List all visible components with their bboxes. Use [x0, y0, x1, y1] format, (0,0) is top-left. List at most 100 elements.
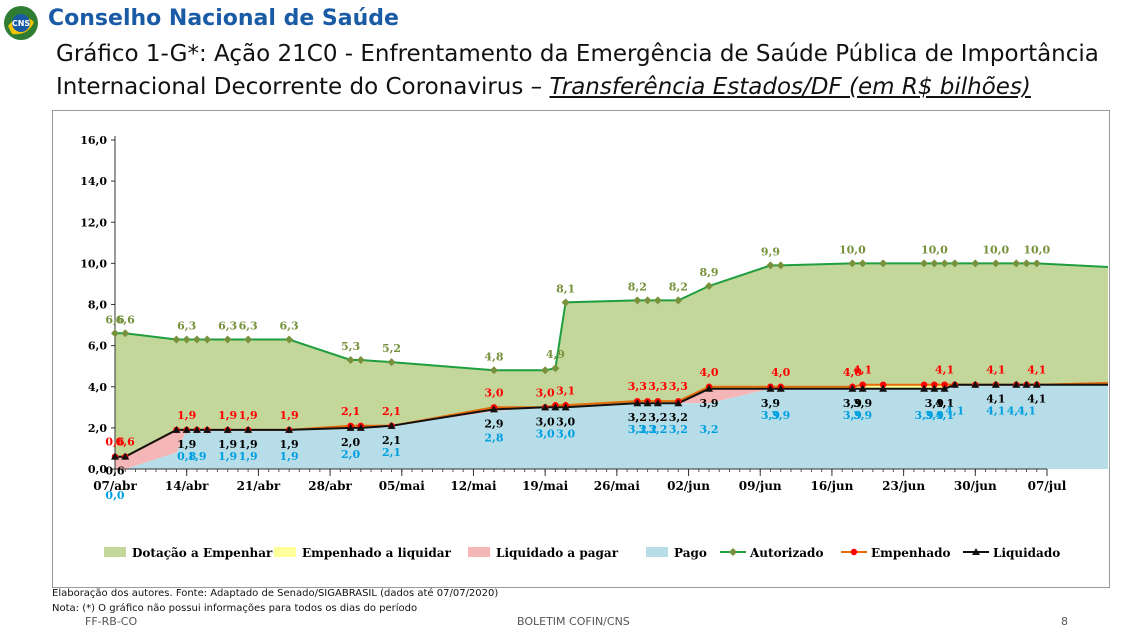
org-name: Conselho Nacional de Saúde — [48, 6, 399, 31]
marker-liquidado — [172, 425, 181, 433]
data-label-empenhado: 3,3 — [669, 380, 688, 393]
data-label-liquidado: 3,9 — [761, 397, 780, 410]
data-label-pago: 3,0 — [536, 427, 555, 440]
title-line-2-text: Internacional Decorrente do Coronavirus … — [56, 74, 550, 100]
data-label-liquidado: 2,0 — [341, 436, 360, 449]
legend-swatch — [468, 547, 490, 557]
marker-liquidado — [1022, 380, 1031, 388]
data-label-pago: 0,0 — [105, 489, 124, 502]
y-tick-label: 10,0 — [80, 257, 107, 270]
data-label-liquidado: 1,9 — [239, 438, 258, 451]
data-label-liquidado: 3,0 — [556, 415, 575, 428]
marker-liquidado — [551, 403, 560, 411]
x-tick-label: 26/mai — [594, 479, 641, 493]
marker-liquidado — [776, 384, 785, 392]
data-label-pago: 3,9 — [853, 409, 872, 422]
period-note: Nota: (*) O gráfico não possui informaçõ… — [52, 603, 418, 614]
marker-liquidado — [223, 425, 232, 433]
data-label-autorizado: 5,3 — [341, 340, 360, 353]
marker-autorizado — [387, 358, 396, 367]
marker-autorizado — [172, 335, 181, 344]
data-label-pago: 4,1 — [935, 409, 954, 422]
marker-autorizado — [776, 261, 785, 270]
data-label-autorizado: 8,2 — [628, 280, 647, 293]
data-label-pago: 4,1 — [1007, 405, 1026, 418]
marker-autorizado — [203, 335, 212, 344]
data-label-autorizado: 10,0 — [1023, 243, 1050, 256]
data-label-liquidado: 3,2 — [628, 411, 647, 424]
data-label-empenhado: 0,6 — [116, 436, 135, 449]
marker-autorizado — [356, 356, 365, 365]
marker-liquidado — [192, 425, 201, 433]
marker-liquidado — [121, 452, 130, 460]
marker-autorizado — [643, 296, 652, 305]
marker-empenhado — [879, 381, 887, 388]
data-label-empenhado: 3,1 — [556, 384, 575, 397]
x-tick-label: 12/mai — [450, 479, 497, 493]
legend-label: Dotação a Empenhar — [132, 546, 273, 560]
marker-liquidado — [489, 405, 498, 413]
marker-liquidado — [387, 421, 396, 429]
data-label-liquidado: 1,9 — [177, 438, 196, 451]
marker-autorizado — [940, 259, 949, 268]
marker-liquidado — [111, 452, 119, 460]
data-label-pago: 2,0 — [341, 448, 360, 461]
x-tick-label: 07/jul — [1028, 479, 1067, 493]
marker-empenhado — [859, 381, 866, 388]
footer-page-number: 8 — [1061, 615, 1068, 628]
data-label-liquidado: 3,9 — [925, 397, 944, 410]
data-label-liquidado: 0,6 — [105, 465, 124, 478]
marker-autorizado — [766, 261, 775, 270]
data-label-empenhado: 1,9 — [280, 409, 299, 422]
marker-empenhado — [931, 381, 938, 388]
data-label-empenhado: 2,1 — [341, 405, 360, 418]
x-tick-label: 14/abr — [165, 479, 209, 493]
marker-autorizado — [633, 296, 642, 305]
legend-label: Empenhado a liquidar — [302, 546, 452, 560]
marker-autorizado — [489, 366, 498, 375]
marker-liquidado — [182, 425, 191, 433]
legend-marker — [972, 548, 980, 555]
x-tick-label: 30/jun — [954, 479, 997, 493]
marker-autorizado — [705, 281, 714, 290]
marker-autorizado — [848, 259, 857, 268]
chart: 0,0 2,0 4,0 6,0 8,0 10,0 12,0 14,0 16,0 07/abr 14/… — [80, 134, 1108, 560]
logo-text: CNS — [12, 19, 31, 28]
data-label-empenhado: 3,0 — [536, 386, 555, 399]
data-label-autorizado: 10,0 — [839, 243, 866, 256]
data-label-empenhado: 1,9 — [239, 409, 258, 422]
marker-autorizado — [950, 259, 959, 268]
marker-autorizado — [930, 259, 939, 268]
marker-liquidado — [991, 380, 1000, 388]
y-tick-label: 8,0 — [88, 299, 107, 312]
data-label-autorizado: 8,1 — [556, 282, 575, 295]
marker-liquidado — [561, 403, 570, 411]
data-label-liquidado: 4,1 — [1027, 393, 1046, 406]
data-label-empenhado: 2,1 — [382, 405, 401, 418]
data-label-empenhado: 4,0 — [771, 366, 790, 379]
data-label-autorizado: 6,3 — [218, 319, 237, 332]
marker-autorizado — [971, 259, 980, 268]
x-tick-label: 05/mai — [379, 479, 426, 493]
legend-swatch — [274, 547, 296, 557]
data-label-pago: 1,9 — [239, 450, 258, 463]
data-label-pago: 3,9 — [915, 409, 934, 422]
marker-liquidado — [971, 380, 980, 388]
data-label-liquidado: 2,9 — [484, 417, 503, 430]
data-label-empenhado: 3,3 — [628, 380, 647, 393]
marker-liquidado — [203, 425, 212, 433]
marker-liquidado — [920, 384, 929, 392]
marker-autorizado — [1022, 259, 1031, 268]
marker-liquidado — [1012, 380, 1021, 388]
marker-autorizado — [551, 364, 560, 373]
data-label-pago: 2,8 — [484, 431, 503, 444]
marker-liquidado — [285, 425, 294, 433]
x-tick-label: 09/jun — [739, 479, 782, 493]
data-label-liquidado: 3,0 — [536, 415, 555, 428]
y-tick-label: 14,0 — [80, 175, 107, 188]
data-label-autorizado: 4,8 — [484, 350, 503, 363]
marker-liquidado — [879, 384, 888, 392]
marker-autorizado — [121, 329, 130, 338]
data-label-empenhado: 1,9 — [177, 409, 196, 422]
legend-label: Pago — [674, 546, 707, 560]
